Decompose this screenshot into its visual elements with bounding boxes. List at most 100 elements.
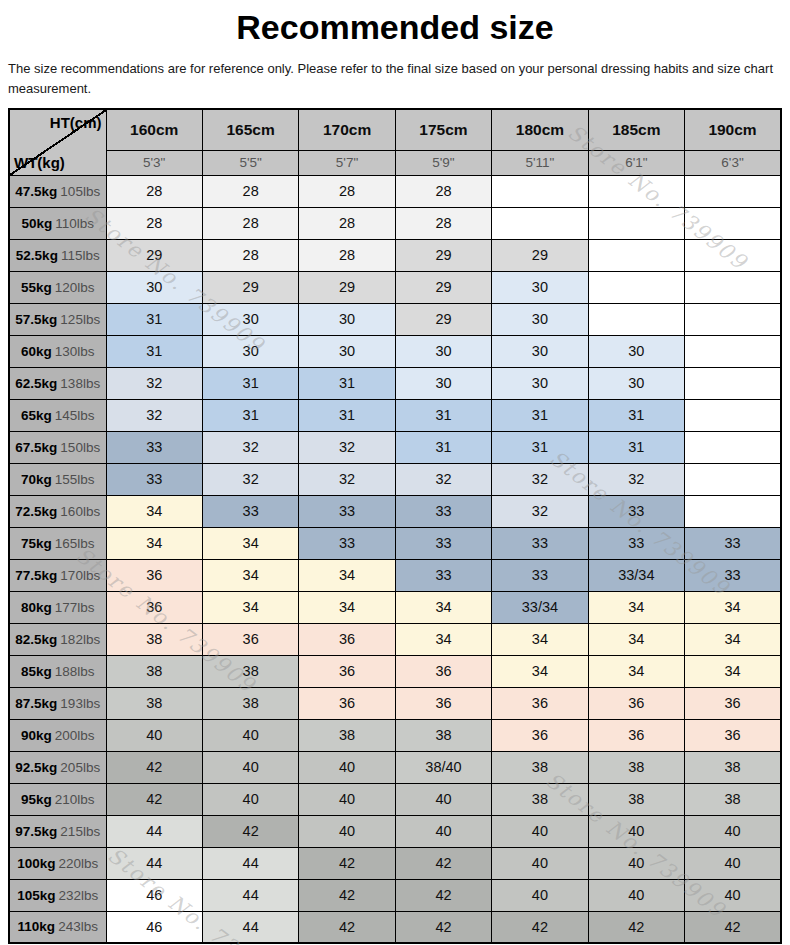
weight-kg: 80kg (21, 600, 52, 615)
weight-label: 87.5kg193lbs (9, 687, 106, 719)
weight-kg: 72.5kg (15, 504, 57, 519)
size-cell: 34 (685, 655, 781, 687)
weight-kg: 97.5kg (15, 824, 57, 839)
weight-lbs: 243lbs (58, 919, 98, 934)
size-cell: 32 (299, 463, 395, 495)
size-cell (685, 431, 781, 463)
size-cell: 29 (106, 239, 202, 271)
size-cell: 38 (492, 751, 588, 783)
table-row: 105kg232lbs46444242404040 (9, 879, 781, 911)
size-cell: 29 (299, 271, 395, 303)
size-cell: 31 (299, 399, 395, 431)
table-body: 47.5kg105lbs2828282850kg110lbs2828282852… (9, 175, 781, 943)
size-cell: 40 (202, 719, 298, 751)
header-row-ft: 5'3"5'5"5'7"5'9"5'11"6'1"6'3" (9, 150, 781, 175)
size-cell: 30 (492, 271, 588, 303)
size-cell: 33 (492, 559, 588, 591)
size-cell: 42 (106, 751, 202, 783)
size-cell (685, 367, 781, 399)
size-cell (492, 175, 588, 207)
weight-lbs: 232lbs (58, 888, 98, 903)
weight-label: 77.5kg170lbs (9, 559, 106, 591)
weight-lbs: 115lbs (61, 248, 100, 263)
size-cell: 28 (202, 207, 298, 239)
weight-label: 60kg130lbs (9, 335, 106, 367)
weight-label: 90kg200lbs (9, 719, 106, 751)
size-cell: 38 (588, 751, 684, 783)
size-cell: 44 (106, 847, 202, 879)
weight-lbs: 150lbs (60, 440, 100, 455)
description: The size recommendations are for referen… (8, 59, 782, 99)
size-cell: 40 (685, 879, 781, 911)
table-row: 110kg243lbs46444242424242 (9, 911, 781, 943)
size-cell: 31 (395, 431, 491, 463)
weight-label: 85kg188lbs (9, 655, 106, 687)
size-cell: 38 (685, 751, 781, 783)
weight-lbs: 160lbs (60, 504, 100, 519)
size-cell: 28 (202, 239, 298, 271)
table-row: 80kg177lbs3634343433/343434 (9, 591, 781, 623)
table-row: 90kg200lbs40403838363636 (9, 719, 781, 751)
size-cell: 40 (299, 783, 395, 815)
height-ft-header: 5'7" (299, 150, 395, 175)
size-cell: 36 (106, 559, 202, 591)
size-cell: 33 (685, 527, 781, 559)
size-cell: 36 (299, 687, 395, 719)
weight-label: 67.5kg150lbs (9, 431, 106, 463)
table-row: 95kg210lbs42404040383838 (9, 783, 781, 815)
weight-lbs: 155lbs (55, 472, 95, 487)
size-cell: 33 (395, 527, 491, 559)
size-cell: 36 (685, 687, 781, 719)
size-cell: 40 (492, 879, 588, 911)
size-cell: 32 (299, 431, 395, 463)
size-cell: 34 (588, 591, 684, 623)
size-cell (685, 399, 781, 431)
size-cell: 44 (202, 847, 298, 879)
size-cell: 34 (299, 591, 395, 623)
size-cell: 34 (588, 623, 684, 655)
size-cell: 31 (395, 399, 491, 431)
size-cell: 40 (299, 751, 395, 783)
size-cell: 32 (395, 463, 491, 495)
weight-kg: 95kg (21, 792, 52, 807)
weight-kg: 105kg (17, 888, 55, 903)
page-title: Recommended size (0, 8, 790, 47)
weight-label: 95kg210lbs (9, 783, 106, 815)
size-cell: 28 (106, 207, 202, 239)
weight-lbs: 205lbs (60, 760, 100, 775)
size-cell: 36 (299, 623, 395, 655)
size-cell: 30 (299, 335, 395, 367)
size-cell: 33/34 (588, 559, 684, 591)
size-cell: 38/40 (395, 751, 491, 783)
size-cell: 33 (299, 495, 395, 527)
weight-kg: 82.5kg (15, 632, 57, 647)
weight-kg: 87.5kg (15, 696, 57, 711)
weight-label: 75kg165lbs (9, 527, 106, 559)
weight-lbs: 145lbs (55, 408, 95, 423)
size-cell: 40 (202, 783, 298, 815)
size-cell: 36 (588, 719, 684, 751)
size-cell: 30 (106, 271, 202, 303)
size-cell: 30 (202, 335, 298, 367)
size-cell: 34 (395, 591, 491, 623)
size-cell: 40 (202, 751, 298, 783)
size-cell: 30 (492, 303, 588, 335)
size-cell (685, 207, 781, 239)
size-cell: 40 (299, 815, 395, 847)
table-row: 50kg110lbs28282828 (9, 207, 781, 239)
weight-lbs: 165lbs (55, 536, 95, 551)
size-cell (685, 335, 781, 367)
size-cell: 42 (299, 911, 395, 943)
weight-lbs: 188lbs (55, 664, 95, 679)
size-cell: 28 (299, 239, 395, 271)
table-row: 67.5kg150lbs333232313131 (9, 431, 781, 463)
height-ft-header: 6'3" (685, 150, 781, 175)
height-ft-header: 5'9" (395, 150, 491, 175)
size-table: HT(cm) WT(kg) 160cm165cm170cm175cm180cm1… (8, 108, 782, 944)
weight-lbs: 182lbs (60, 632, 100, 647)
size-cell: 31 (588, 431, 684, 463)
size-cell: 42 (202, 815, 298, 847)
size-cell: 38 (395, 719, 491, 751)
size-cell: 44 (202, 879, 298, 911)
size-cell: 33 (202, 495, 298, 527)
